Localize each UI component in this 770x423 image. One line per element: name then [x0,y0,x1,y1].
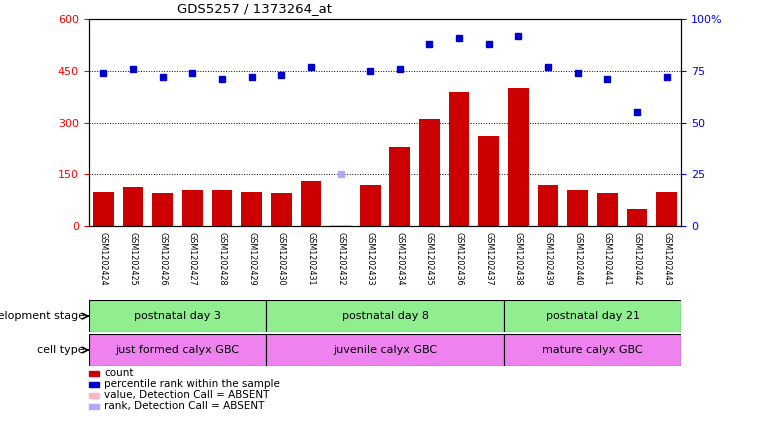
Text: GSM1202443: GSM1202443 [662,232,671,286]
Text: mature calyx GBC: mature calyx GBC [542,345,643,355]
Bar [627,209,648,226]
Text: GSM1202431: GSM1202431 [306,232,316,286]
Text: just formed calyx GBC: just formed calyx GBC [116,345,239,355]
Bar [508,88,529,226]
Text: GSM1202424: GSM1202424 [99,232,108,286]
Text: GSM1202427: GSM1202427 [188,232,197,286]
Bar [152,193,173,226]
Bar [419,119,440,226]
Text: cell type: cell type [37,345,85,355]
Bar [360,185,380,226]
Bar [271,193,292,226]
Text: juvenile calyx GBC: juvenile calyx GBC [333,345,437,355]
Text: GSM1202425: GSM1202425 [129,232,138,286]
Bar [478,137,499,226]
Text: rank, Detection Call = ABSENT: rank, Detection Call = ABSENT [104,401,264,411]
Text: count: count [104,368,133,378]
Bar [93,192,114,226]
Text: GSM1202442: GSM1202442 [632,232,641,286]
Text: postnatal day 8: postnatal day 8 [342,311,428,321]
Bar [330,225,351,226]
Text: percentile rank within the sample: percentile rank within the sample [104,379,280,389]
Text: GSM1202437: GSM1202437 [484,232,494,286]
Bar [449,92,470,226]
Text: GSM1202428: GSM1202428 [217,232,226,286]
Bar [89,300,266,332]
Bar [212,190,233,226]
Bar [89,334,266,366]
Text: postnatal day 3: postnatal day 3 [134,311,221,321]
Bar [656,192,677,226]
Text: GSM1202436: GSM1202436 [454,232,464,286]
Bar [504,334,681,366]
Text: development stage: development stage [0,311,85,321]
Bar [241,192,262,226]
Text: GSM1202441: GSM1202441 [603,232,612,286]
Bar [182,190,203,226]
Text: GSM1202438: GSM1202438 [514,232,523,286]
Text: value, Detection Call = ABSENT: value, Detection Call = ABSENT [104,390,270,400]
Bar [597,193,618,226]
Bar [567,190,588,226]
Bar [504,300,681,332]
Text: GSM1202429: GSM1202429 [247,232,256,286]
Text: GSM1202440: GSM1202440 [573,232,582,286]
Text: GSM1202439: GSM1202439 [544,232,553,286]
Text: GSM1202434: GSM1202434 [395,232,404,286]
Bar [390,147,410,226]
Text: GSM1202426: GSM1202426 [158,232,167,286]
Text: postnatal day 21: postnatal day 21 [545,311,640,321]
Text: GSM1202430: GSM1202430 [276,232,286,286]
Bar [537,185,558,226]
Bar [266,334,504,366]
Text: GSM1202433: GSM1202433 [366,232,375,286]
Bar [122,187,143,226]
Text: GSM1202432: GSM1202432 [336,232,345,286]
Bar [300,181,321,226]
Bar [266,300,504,332]
Text: GSM1202435: GSM1202435 [425,232,434,286]
Text: GDS5257 / 1373264_at: GDS5257 / 1373264_at [177,2,333,15]
